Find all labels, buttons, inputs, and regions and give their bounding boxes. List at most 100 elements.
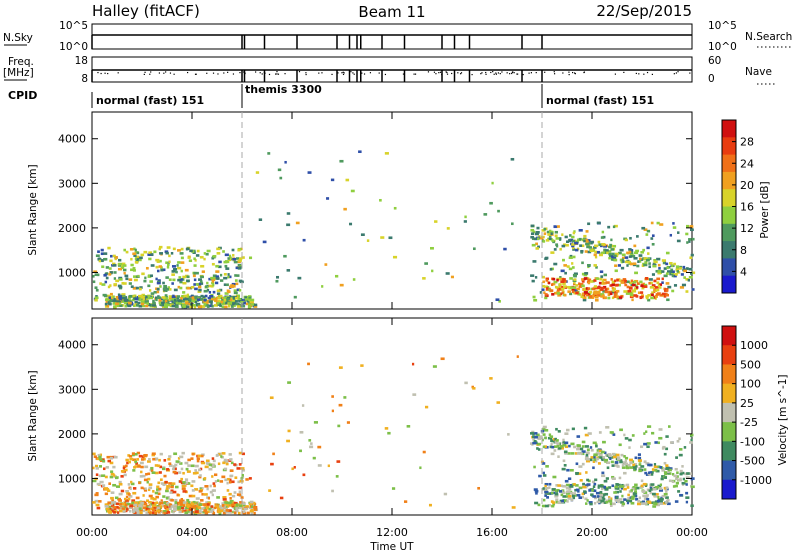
echo-cell bbox=[179, 462, 183, 465]
echo-cell bbox=[238, 490, 242, 494]
echo-cell bbox=[171, 304, 176, 308]
echo-cell bbox=[559, 445, 564, 448]
echo-cell bbox=[598, 449, 602, 453]
echo-cell bbox=[581, 278, 584, 281]
echo-cell bbox=[104, 280, 108, 284]
echo-cell bbox=[601, 471, 605, 475]
echo-cell bbox=[611, 280, 616, 284]
echo-cell bbox=[199, 507, 204, 510]
echo-cell bbox=[214, 504, 218, 508]
echo-cell bbox=[113, 277, 117, 280]
echo-cell bbox=[124, 304, 128, 308]
echo-cell bbox=[180, 295, 185, 299]
echo-cell bbox=[195, 271, 199, 275]
echo-cell bbox=[652, 296, 656, 299]
echo-cell bbox=[653, 288, 656, 292]
echo-cell bbox=[253, 305, 258, 308]
echo-cell bbox=[199, 280, 203, 283]
echo-cell bbox=[605, 499, 609, 503]
echo-cell bbox=[550, 452, 555, 456]
echo-cell bbox=[633, 463, 638, 466]
echo-cell bbox=[532, 295, 536, 299]
echo-cell bbox=[125, 495, 129, 499]
echo-cell bbox=[94, 296, 99, 300]
echo-cell bbox=[229, 256, 232, 260]
echo-cell bbox=[591, 489, 594, 492]
echo-cell bbox=[227, 275, 232, 279]
echo-cell bbox=[569, 277, 573, 280]
echo-cell bbox=[98, 474, 102, 478]
echo-cell bbox=[568, 238, 571, 242]
echo-cell bbox=[688, 240, 691, 243]
echo-cell bbox=[656, 499, 660, 503]
nave-point bbox=[100, 72, 102, 75]
colorbar-segment bbox=[722, 206, 736, 225]
nave-point bbox=[568, 73, 570, 76]
echo-cell bbox=[133, 466, 137, 469]
echo-cell bbox=[160, 499, 163, 502]
echo-cell bbox=[595, 491, 601, 495]
echo-cell bbox=[156, 509, 161, 513]
echo-cell bbox=[130, 263, 134, 267]
echo-cell bbox=[593, 246, 597, 249]
echo-cell bbox=[225, 509, 230, 512]
echo-cell bbox=[599, 270, 604, 274]
echo-cell bbox=[603, 479, 608, 483]
echo-cell bbox=[221, 302, 226, 305]
echo-cell bbox=[138, 509, 142, 513]
echo-cell bbox=[583, 277, 586, 281]
echo-cell bbox=[634, 494, 638, 498]
echo-cell bbox=[218, 505, 222, 508]
echo-cell bbox=[566, 500, 569, 503]
echo-cell bbox=[107, 501, 111, 505]
echo-cell bbox=[136, 451, 141, 455]
echo-cell bbox=[233, 260, 238, 264]
echo-cell bbox=[206, 503, 210, 506]
echo-cell bbox=[170, 485, 174, 489]
echo-cell bbox=[596, 250, 600, 254]
echo-cell bbox=[552, 475, 557, 479]
echo-cell bbox=[176, 264, 179, 267]
echo-cell bbox=[184, 268, 189, 272]
echo-cell bbox=[655, 493, 659, 496]
echo-cell bbox=[147, 274, 151, 278]
echo-cell bbox=[123, 271, 126, 275]
echo-cell bbox=[142, 494, 145, 497]
echo-cell bbox=[156, 287, 160, 291]
echo-cell bbox=[139, 511, 143, 515]
colorbar-segment bbox=[722, 258, 736, 277]
echo-cell bbox=[215, 296, 219, 300]
echo-cell bbox=[583, 273, 588, 277]
echo-cell bbox=[331, 489, 334, 493]
echo-cell bbox=[125, 277, 129, 281]
echo-cell bbox=[689, 256, 693, 260]
nave-point bbox=[104, 72, 106, 74]
echo-cell bbox=[637, 459, 642, 462]
echo-cell bbox=[110, 254, 113, 258]
power-scatter bbox=[92, 150, 696, 309]
echo-cell bbox=[185, 501, 188, 505]
echo-cell bbox=[233, 491, 237, 494]
nave-point bbox=[321, 72, 323, 74]
echo-cell bbox=[573, 445, 577, 449]
echo-cell bbox=[209, 490, 213, 494]
echo-cell bbox=[189, 249, 193, 253]
echo-cell bbox=[140, 458, 145, 461]
echo-cell bbox=[230, 257, 235, 261]
echo-cell bbox=[543, 445, 547, 448]
echo-cell bbox=[662, 467, 667, 471]
echo-cell bbox=[161, 305, 165, 308]
echo-cell bbox=[180, 278, 183, 281]
echo-cell bbox=[568, 487, 572, 491]
echo-cell bbox=[225, 459, 229, 463]
echo-cell bbox=[548, 281, 551, 285]
echo-cell bbox=[647, 472, 652, 476]
nave-point bbox=[268, 73, 271, 76]
cpid-segment-2: themis 3300 bbox=[245, 83, 322, 96]
echo-cell bbox=[551, 239, 555, 242]
echo-cell bbox=[665, 490, 668, 493]
echo-cell bbox=[545, 239, 550, 242]
echo-cell bbox=[148, 483, 153, 486]
echo-cell bbox=[676, 270, 680, 273]
echo-cell bbox=[223, 458, 227, 462]
